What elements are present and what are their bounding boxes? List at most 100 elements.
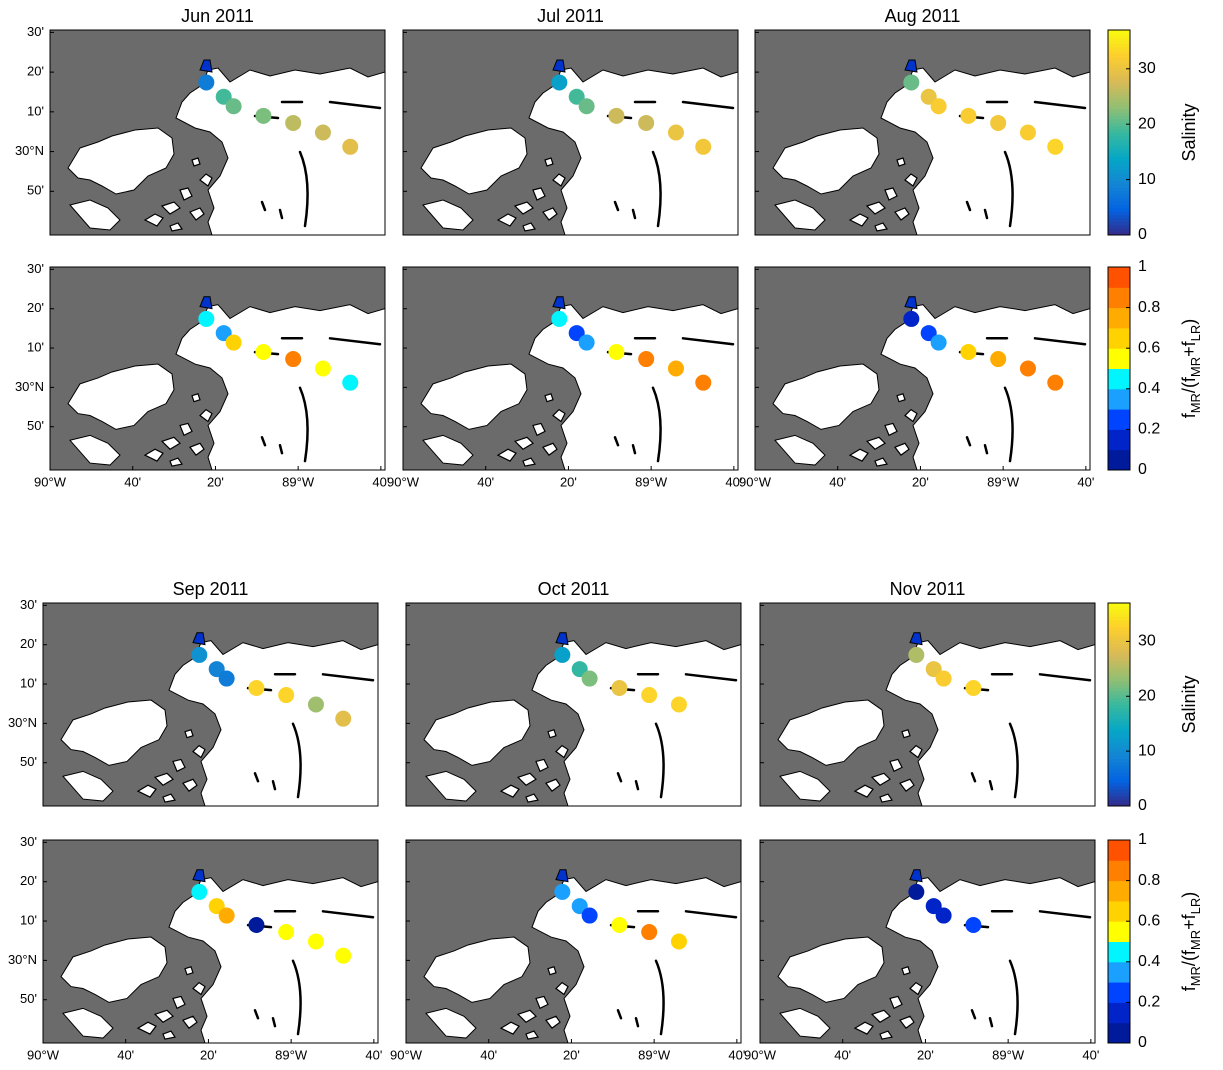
station-point [965, 916, 982, 933]
panel-title: Aug 2011 [885, 6, 961, 26]
colorbar-swatch [1108, 616, 1130, 621]
x-tick-label: 40' [477, 474, 494, 489]
station-point [965, 679, 982, 696]
colorbar-swatch [1108, 159, 1130, 164]
colorbar-swatch [1108, 609, 1130, 614]
station-point [990, 351, 1007, 368]
colorbar-swatch [1108, 173, 1130, 178]
station-point [191, 646, 208, 663]
station-point [342, 374, 359, 391]
station-point [903, 310, 920, 327]
colorbar-swatch [1108, 633, 1130, 638]
colorbar-tick-label: 0.4 [1138, 953, 1160, 970]
axes-frame [42, 839, 379, 1044]
colorbar-swatch [1108, 701, 1130, 705]
axes-frame [405, 602, 742, 807]
station-point [930, 98, 947, 115]
station-point [667, 360, 684, 377]
colorbar-label: Salinity [1179, 675, 1199, 733]
colorbar-swatch [1108, 149, 1130, 154]
colorbar-swatch [1108, 626, 1130, 631]
colorbar-swatch [1108, 112, 1130, 116]
station-point [198, 74, 215, 91]
colorbar-tick-label: 30 [1138, 60, 1156, 77]
colorbar-tick-label: 0 [1138, 797, 1147, 814]
station-point [255, 107, 272, 124]
y-tick-label: 10' [27, 339, 44, 354]
colorbar-tick-label: 0.6 [1138, 912, 1160, 929]
colorbar-swatch [1108, 81, 1130, 86]
x-tick-label: 90°W [744, 1047, 777, 1062]
y-tick-label: 20' [20, 873, 37, 888]
x-tick-label: 89°W [275, 1047, 308, 1062]
colorbar-swatch [1108, 60, 1130, 65]
colorbar-swatch [1108, 115, 1130, 120]
station-point [581, 670, 598, 687]
x-tick-label: 20' [207, 474, 224, 489]
colorbar-swatch [1108, 741, 1130, 746]
colorbar-swatch [1108, 792, 1130, 797]
colorbar-swatch [1108, 623, 1130, 628]
colorbar-frame [1107, 266, 1131, 471]
colorbar-swatch [1108, 94, 1130, 99]
station-point [285, 114, 302, 131]
colorbar-swatch [1108, 775, 1130, 780]
colorbar-swatch [1108, 132, 1130, 137]
station-point [611, 679, 628, 696]
colorbar-tick-label: 10 [1138, 742, 1156, 759]
station-point [554, 883, 571, 900]
station-point [278, 924, 295, 941]
station-point [903, 74, 920, 91]
colorbar-swatch [1108, 840, 1130, 861]
colorbar-swatch [1108, 30, 1130, 34]
colorbar-swatch [1108, 745, 1130, 749]
station-point [218, 907, 235, 924]
colorbar-swatch [1108, 287, 1130, 309]
y-tick-label: 30°N [8, 952, 37, 967]
axes-frame [754, 29, 1091, 236]
colorbar-swatch [1108, 921, 1130, 942]
colorbar-swatch [1108, 67, 1130, 72]
colorbar-swatch [1108, 748, 1130, 753]
station-point [568, 325, 585, 342]
colorbar-swatch [1108, 653, 1130, 658]
station-point [641, 924, 658, 941]
x-tick-label: 90°W [387, 474, 420, 489]
x-tick-label: 90°W [34, 474, 67, 489]
colorbar-swatch [1108, 156, 1130, 161]
station-point [215, 325, 232, 342]
x-tick-label: 20' [563, 1047, 580, 1062]
colorbar-swatch [1108, 125, 1130, 130]
colorbar-tick-label: 0.6 [1138, 339, 1160, 356]
station-point [335, 947, 352, 964]
station-point [581, 907, 598, 924]
colorbar-swatch [1108, 228, 1130, 233]
colorbar-swatch [1108, 47, 1130, 51]
colorbar-swatch [1108, 734, 1130, 739]
colorbar-frame [1107, 602, 1131, 807]
station-point [925, 898, 942, 915]
station-point [925, 661, 942, 678]
station-point [551, 310, 568, 327]
colorbar-swatch [1108, 77, 1130, 82]
station-point [208, 661, 225, 678]
colorbar-label-part: MR [1188, 966, 1203, 986]
colorbar-frame [1107, 839, 1131, 1044]
y-tick-label: 30°N [8, 715, 37, 730]
colorbar-label: fMR/(fMR+fLR) [1179, 319, 1203, 419]
colorbar-swatch [1108, 704, 1130, 709]
colorbar-swatch [1108, 91, 1130, 96]
colorbar-swatch [1108, 183, 1130, 188]
colorbar-swatch [1108, 449, 1130, 471]
x-tick-label: 40' [829, 474, 846, 489]
colorbar-tick-label: 0.2 [1138, 994, 1160, 1011]
colorbar-swatch [1108, 194, 1130, 198]
colorbar-swatch [1108, 765, 1130, 770]
colorbar-swatch [1108, 139, 1130, 144]
station-point [935, 670, 952, 687]
axes-frame [754, 266, 1091, 471]
axes-frame [405, 839, 742, 1044]
station-point [638, 114, 655, 131]
axes-frame [402, 29, 739, 236]
colorbar-swatch [1108, 327, 1130, 349]
